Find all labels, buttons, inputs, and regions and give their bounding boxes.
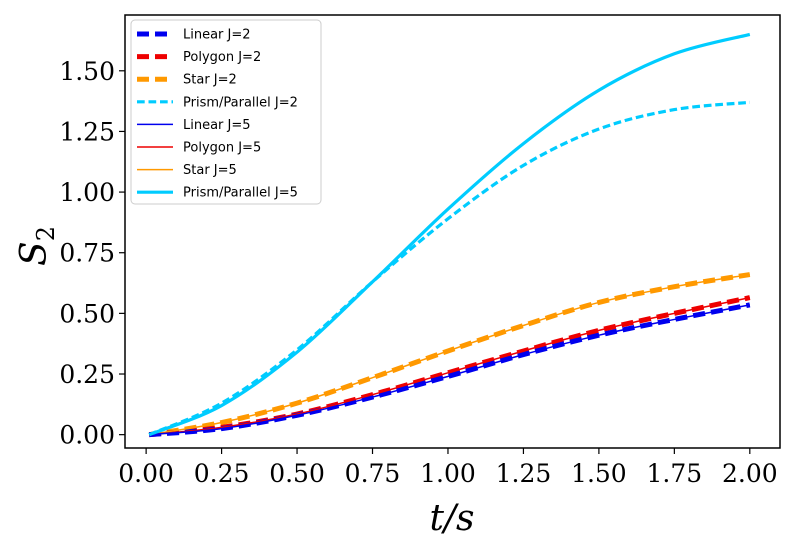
x-tick-label: 0.50 [269,459,325,488]
legend-label-prism-parallel-j-2: Prism/Parallel J=2 [183,95,298,110]
x-tick-label: 0.00 [118,459,174,488]
y-tick-label: 1.50 [59,57,115,86]
series-layer [148,32,751,438]
series-line-star-j-5 [149,273,750,436]
x-tick-label: 1.75 [647,459,703,488]
legend-label-prism-parallel-j-5: Prism/Parallel J=5 [183,186,298,201]
y-tick-label: 0.00 [59,421,115,450]
y-tick-label: 0.75 [59,239,115,268]
legend-label-polygon-j-5: Polygon J=5 [183,141,261,156]
legend: Linear J=2 Polygon J=2 Star J=2 Prism/Paral… [130,19,322,205]
svg-text:S2: S2 [14,226,60,266]
series-line-prism-parallel-j-5 [148,32,751,437]
y-tick-label: 0.25 [59,360,115,389]
x-tick-label: 1.25 [496,459,552,488]
y-axis-label: S2 [14,226,60,266]
series-line-linear-j-5 [149,304,750,436]
x-tick-label: 0.25 [194,459,250,488]
y-axis: 0.00 0.25 0.50 0.75 1.00 1.25 1.50 [59,57,125,450]
x-tick-label: 2.00 [722,459,778,488]
plot-frame [124,14,781,449]
y-tick-label: 1.00 [59,178,115,207]
x-axis-label: t/s [429,498,474,539]
legend-label-linear-j-5: Linear J=5 [183,118,251,133]
x-axis: 0.00 0.25 0.50 0.75 1.00 1.25 1.50 1.75 2.00 [118,448,778,488]
legend-label-star-j-5: Star J=5 [183,163,237,178]
y-tick-label: 0.50 [59,299,115,328]
legend-box [130,19,322,205]
y-axis-label-subscript: 2 [32,226,60,241]
legend-label-star-j-2: Star J=2 [183,73,237,88]
series-line-polygon-j-5 [149,296,750,436]
x-tick-label: 1.50 [571,459,627,488]
x-tick-label: 0.75 [345,459,401,488]
legend-label-linear-j-2: Linear J=2 [183,28,251,43]
legend-label-polygon-j-2: Polygon J=2 [183,50,261,65]
y-tick-label: 1.25 [59,117,115,146]
series-line-prism-parallel-j-2 [148,100,750,437]
y-axis-label-main: S [14,241,55,266]
x-tick-label: 1.00 [420,459,476,488]
